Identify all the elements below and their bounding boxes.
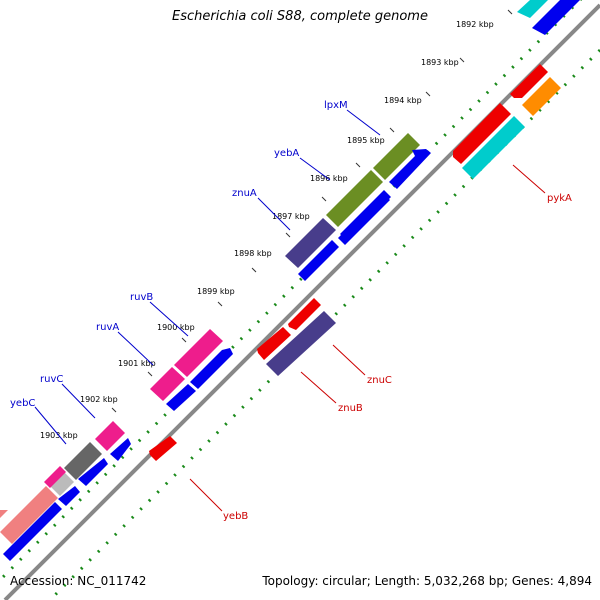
cds-arrow[interactable] xyxy=(78,458,108,486)
cds-arrow[interactable] xyxy=(190,348,233,389)
gene-label-znuB[interactable]: znuB xyxy=(338,403,363,414)
gene-label-znuC[interactable]: znuC xyxy=(367,375,392,386)
gene-label-pykA[interactable]: pykA xyxy=(547,193,572,204)
gene-label-yebB[interactable]: yebB xyxy=(223,511,248,522)
reverse-cog-track xyxy=(266,77,561,376)
cds-arrow[interactable] xyxy=(3,502,62,561)
cds-arrow[interactable] xyxy=(288,298,321,330)
tick-label: 1899 kbp xyxy=(197,287,235,296)
cds-arrow[interactable] xyxy=(340,190,391,241)
tick-label: 1892 kbp xyxy=(456,20,494,29)
gene-label-ruvC[interactable]: ruvC xyxy=(40,374,63,385)
genome-stats: Topology: circular; Length: 5,032,268 bp… xyxy=(262,574,592,588)
gene-block[interactable] xyxy=(0,510,8,518)
gene-block[interactable] xyxy=(95,421,125,451)
cds-arrow[interactable] xyxy=(257,327,291,360)
cds-arrow[interactable] xyxy=(510,64,548,98)
gene-block[interactable] xyxy=(64,442,102,480)
gene-label-ruvA[interactable]: ruvA xyxy=(96,322,119,333)
gene-block[interactable] xyxy=(285,218,336,268)
topology-text: Topology: circular; xyxy=(262,574,371,588)
map-title: Escherichia coli S88, complete genome xyxy=(172,9,428,24)
forward-cds-track xyxy=(3,149,431,561)
gene-block[interactable] xyxy=(174,329,223,377)
gene-block[interactable] xyxy=(150,367,185,401)
tick-marks xyxy=(111,9,513,413)
cds-arrow[interactable] xyxy=(58,486,80,506)
reverse-cds-track xyxy=(149,64,548,461)
length-text: Length: 5,032,268 bp; xyxy=(374,574,509,588)
tick-label: 1894 kbp xyxy=(384,96,422,105)
forward-cog-track xyxy=(0,0,580,544)
gene-label-yebC[interactable]: yebC xyxy=(10,398,35,409)
genes-count-text: Genes: 4,894 xyxy=(511,574,592,588)
tick-label: 1901 kbp xyxy=(118,359,156,368)
gene-block[interactable] xyxy=(462,116,525,179)
cds-arrow[interactable] xyxy=(149,436,177,461)
gene-block[interactable] xyxy=(44,466,66,488)
cds-arrow[interactable] xyxy=(110,438,131,461)
gene-label-znuA[interactable]: znuA xyxy=(232,188,257,199)
cds-arrow[interactable] xyxy=(298,240,339,281)
tick-label: 1898 kbp xyxy=(234,249,272,258)
tick-label: 1897 kbp xyxy=(272,212,310,221)
tick-label: 1902 kbp xyxy=(80,395,118,404)
gene-block[interactable] xyxy=(373,133,420,180)
gene-label-yebA[interactable]: yebA xyxy=(274,148,299,159)
tick-label: 1895 kbp xyxy=(347,136,385,145)
tick-label: 1896 kbp xyxy=(310,174,348,183)
cds-arrow[interactable] xyxy=(453,103,511,164)
gene-block[interactable] xyxy=(266,311,336,376)
gene-label-ruvB[interactable]: ruvB xyxy=(130,292,153,303)
tick-label: 1893 kbp xyxy=(421,58,459,67)
gene-label-lpxM[interactable]: lpxM xyxy=(324,100,348,111)
accession-text: Accession: NC_011742 xyxy=(10,574,147,588)
cds-arrow[interactable] xyxy=(166,384,196,411)
gene-block[interactable] xyxy=(532,0,580,35)
gene-block[interactable] xyxy=(517,0,548,18)
gc-track-outer xyxy=(0,0,583,583)
cds-arrow[interactable] xyxy=(389,149,431,189)
gene-block[interactable] xyxy=(0,486,58,544)
tick-label: 1900 kbp xyxy=(157,323,195,332)
gene-block[interactable] xyxy=(326,170,383,227)
gene-block[interactable] xyxy=(522,77,561,116)
gene-block[interactable] xyxy=(48,470,74,496)
